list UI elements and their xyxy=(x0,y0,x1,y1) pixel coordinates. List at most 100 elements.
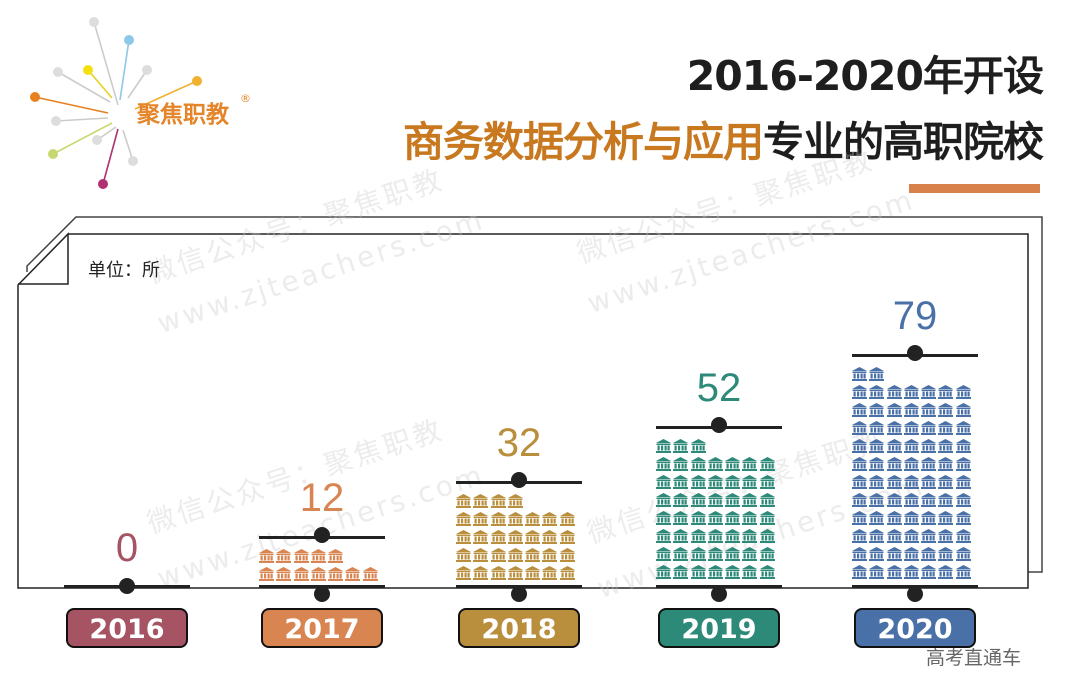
school-building-icon xyxy=(310,548,326,563)
school-building-icon xyxy=(690,439,706,454)
school-building-icon xyxy=(938,528,954,543)
base-knob xyxy=(511,586,527,602)
school-building-icon xyxy=(869,384,885,399)
school-building-icon xyxy=(903,402,919,417)
school-building-icon xyxy=(473,548,489,562)
school-building-icon xyxy=(707,547,723,562)
school-building-icon xyxy=(490,548,506,562)
school-building-icon xyxy=(921,528,937,543)
school-building-icon xyxy=(938,438,954,453)
school-building-icon xyxy=(921,474,937,489)
school-building-icon xyxy=(886,510,902,525)
school-building-icon xyxy=(742,565,758,580)
base-knob xyxy=(711,586,727,602)
school-building-icon xyxy=(903,456,919,471)
school-building-icon xyxy=(690,511,706,526)
school-building-icon xyxy=(903,384,919,399)
school-building-icon xyxy=(938,546,954,561)
school-building-icon xyxy=(886,492,902,507)
value-label: 79 xyxy=(892,293,938,338)
school-building-icon xyxy=(276,566,292,581)
value-label: 0 xyxy=(115,526,139,570)
school-building-icon xyxy=(852,528,867,543)
footer-watermark: 高考直通车 xyxy=(926,647,1022,669)
school-building-icon xyxy=(456,548,471,562)
school-building-icon xyxy=(869,492,885,507)
year-label-2017: 2017 xyxy=(261,608,383,648)
school-building-icon xyxy=(725,565,741,580)
school-building-icon xyxy=(725,529,741,544)
school-building-icon xyxy=(725,493,741,508)
school-building-icon xyxy=(903,438,919,453)
school-building-icon xyxy=(938,456,954,471)
school-building-icon xyxy=(903,564,919,579)
school-building-icon xyxy=(869,510,885,525)
school-building-icon xyxy=(938,420,954,435)
school-building-icon xyxy=(852,402,867,417)
school-building-icon xyxy=(345,566,361,581)
school-building-icon xyxy=(690,475,706,490)
school-building-icon xyxy=(852,366,867,381)
school-building-icon xyxy=(869,366,885,381)
school-building-icon xyxy=(886,528,902,543)
school-building-icon xyxy=(673,493,689,508)
logo-starburst-icon xyxy=(30,17,202,189)
school-building-icon xyxy=(690,457,706,472)
school-building-icon xyxy=(759,529,775,544)
school-building-icon xyxy=(955,528,971,543)
base-knob xyxy=(119,578,135,594)
title-rest: 专业的高职院校 xyxy=(763,118,1044,166)
school-building-icon xyxy=(525,566,541,580)
school-building-icon xyxy=(886,402,902,417)
school-building-icon xyxy=(673,511,689,526)
logo-text: 聚焦职教 xyxy=(137,102,229,128)
school-building-icon xyxy=(542,566,558,580)
value-label: 52 xyxy=(696,366,742,411)
title-highlight: 商务数据分析与应用 xyxy=(403,118,764,166)
top-knob xyxy=(711,417,727,434)
school-building-icon xyxy=(656,547,671,562)
title-line-1: 2016-2020年开设 xyxy=(686,52,1044,100)
school-building-icon xyxy=(656,493,671,508)
school-building-icon xyxy=(852,546,867,561)
year-label-2020: 2020 xyxy=(854,608,976,648)
top-knob xyxy=(314,526,330,543)
school-building-icon xyxy=(542,530,558,544)
school-building-icon xyxy=(293,566,309,581)
school-building-icon xyxy=(742,457,758,472)
base-knob xyxy=(314,586,330,602)
school-building-icon xyxy=(852,564,867,579)
school-building-icon xyxy=(938,474,954,489)
school-building-icon xyxy=(559,548,575,562)
school-building-icon xyxy=(673,475,689,490)
registered-mark: ® xyxy=(240,92,251,105)
school-building-icon xyxy=(456,494,471,508)
base-knob xyxy=(907,586,923,602)
school-building-icon xyxy=(759,511,775,526)
school-building-icon xyxy=(921,546,937,561)
school-building-icon xyxy=(869,402,885,417)
school-building-icon xyxy=(673,439,689,454)
school-building-icon xyxy=(725,475,741,490)
school-building-icon xyxy=(507,566,523,580)
school-building-icon xyxy=(903,420,919,435)
school-building-icon xyxy=(921,438,937,453)
school-building-icon xyxy=(886,384,902,399)
school-building-icon xyxy=(725,457,741,472)
icon-grid xyxy=(656,439,782,580)
school-building-icon xyxy=(869,564,885,579)
school-building-icon xyxy=(293,548,309,563)
school-building-icon xyxy=(456,530,471,544)
school-building-icon xyxy=(921,402,937,417)
school-building-icon xyxy=(742,493,758,508)
icon-grid xyxy=(259,548,385,581)
school-building-icon xyxy=(328,566,344,581)
school-building-icon xyxy=(955,492,971,507)
school-building-icon xyxy=(869,546,885,561)
school-building-icon xyxy=(938,402,954,417)
school-building-icon xyxy=(707,511,723,526)
school-building-icon xyxy=(886,438,902,453)
school-building-icon xyxy=(525,548,541,562)
school-building-icon xyxy=(852,420,867,435)
school-building-icon xyxy=(673,529,689,544)
